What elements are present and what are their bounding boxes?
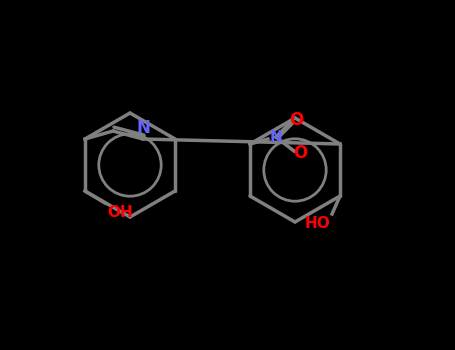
Text: OH: OH [107, 205, 133, 220]
Text: N: N [270, 130, 283, 145]
Text: O: O [289, 111, 303, 129]
Text: HO: HO [304, 216, 330, 231]
Text: N: N [136, 119, 150, 137]
Text: O: O [293, 144, 307, 162]
